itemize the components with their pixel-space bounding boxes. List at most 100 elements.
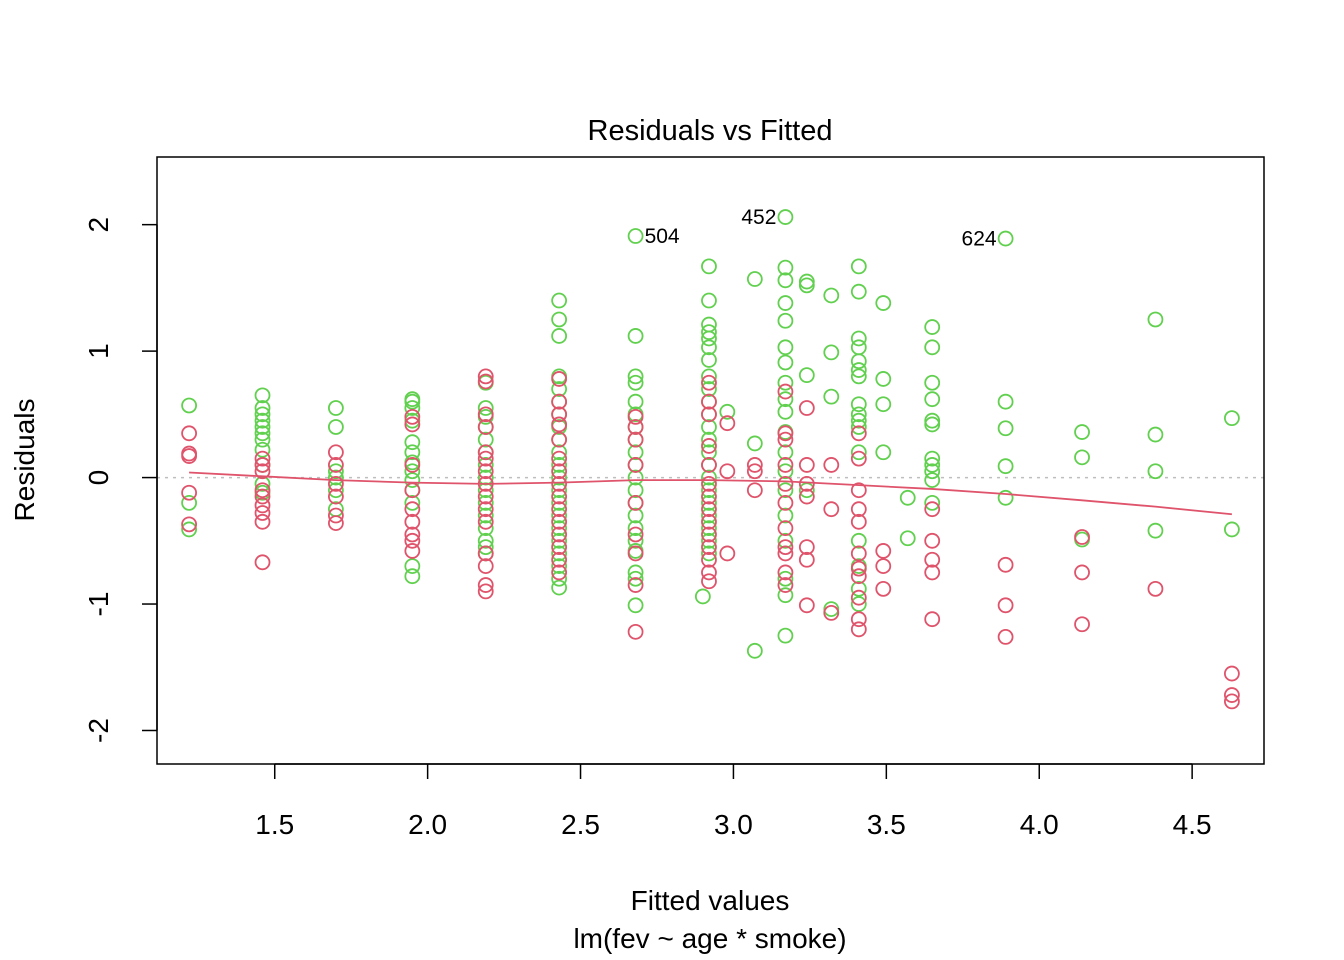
data-point (875, 444, 892, 461)
data-point (551, 494, 568, 511)
data-point (404, 494, 421, 511)
data-point (1147, 463, 1164, 480)
data-point (701, 513, 717, 530)
data-point (997, 420, 1014, 437)
data-point (181, 448, 198, 464)
data-point (777, 431, 794, 448)
data-point (777, 209, 794, 225)
data-point (404, 457, 421, 473)
data-point (701, 431, 717, 448)
data-point (627, 623, 644, 640)
data-point (1223, 687, 1240, 703)
data-point (875, 371, 892, 387)
data-point (701, 419, 717, 435)
data-point (823, 601, 840, 617)
data-point (777, 494, 794, 511)
data-point (551, 532, 568, 549)
data-point (627, 457, 644, 473)
data-point (477, 400, 494, 416)
data-point (181, 516, 198, 533)
data-point (404, 532, 421, 549)
data-point (997, 597, 1014, 614)
x-tick-label: 2.0 (408, 809, 447, 840)
data-point (551, 450, 568, 467)
data-point (850, 611, 867, 628)
data-point (627, 444, 644, 461)
data-point (777, 463, 794, 480)
data-point (1074, 424, 1090, 440)
data-point (875, 295, 892, 311)
data-point (777, 520, 794, 537)
y-tick-label: 0 (83, 470, 114, 486)
data-point (875, 543, 892, 559)
data-point (777, 564, 794, 581)
data-point (327, 482, 344, 499)
data-point (746, 271, 763, 287)
data-point (477, 558, 494, 574)
data-point (181, 521, 198, 538)
data-point (777, 425, 794, 442)
data-point (327, 463, 344, 480)
data-point (777, 482, 794, 499)
series-red (181, 368, 1240, 710)
data-point (477, 457, 494, 473)
data-point (798, 457, 815, 473)
data-point (551, 545, 568, 562)
data-point (997, 489, 1014, 506)
data-point (627, 597, 644, 614)
data-point (181, 484, 198, 501)
data-point (254, 441, 271, 458)
data-point (701, 551, 717, 568)
data-point (551, 551, 568, 568)
data-point (701, 564, 717, 581)
data-point (875, 396, 892, 413)
data-point (850, 283, 867, 300)
data-point (1223, 693, 1240, 710)
data-point (924, 611, 941, 628)
data-point (477, 431, 494, 448)
data-point (701, 494, 717, 511)
data-point (1074, 449, 1090, 466)
data-point (477, 406, 494, 423)
data-point (254, 463, 271, 480)
data-point (254, 513, 271, 530)
data-point (701, 444, 717, 461)
data-point (701, 507, 717, 524)
data-point (327, 457, 344, 473)
data-point (551, 570, 568, 587)
data-point (254, 400, 271, 416)
data-point (701, 469, 717, 486)
data-point (327, 515, 344, 531)
data-point (1147, 311, 1164, 328)
data-point (850, 425, 867, 442)
data-point (254, 488, 271, 505)
data-point (701, 381, 717, 397)
data-point (850, 545, 867, 562)
data-point (627, 507, 644, 524)
data-point (404, 400, 421, 416)
data-point (924, 450, 941, 467)
data-point (701, 292, 717, 309)
data-point (551, 469, 568, 486)
data-point (254, 387, 271, 404)
y-tick-label: -2 (83, 718, 114, 743)
data-point (850, 419, 867, 435)
data-point (850, 568, 867, 585)
data-point (850, 580, 867, 597)
data-point (627, 228, 644, 244)
point-label-624: 624 (962, 228, 997, 251)
y-tick-label: 2 (83, 217, 114, 233)
data-point (404, 501, 421, 518)
data-point (875, 580, 892, 597)
data-point (777, 539, 794, 556)
data-point (924, 457, 941, 473)
data-point (746, 642, 763, 659)
data-point (798, 488, 815, 505)
data-point (477, 463, 494, 480)
data-point (627, 374, 644, 391)
data-point (924, 339, 941, 356)
data-point (777, 532, 794, 549)
data-point (701, 475, 717, 492)
data-point (924, 412, 941, 429)
data-point (627, 577, 644, 593)
